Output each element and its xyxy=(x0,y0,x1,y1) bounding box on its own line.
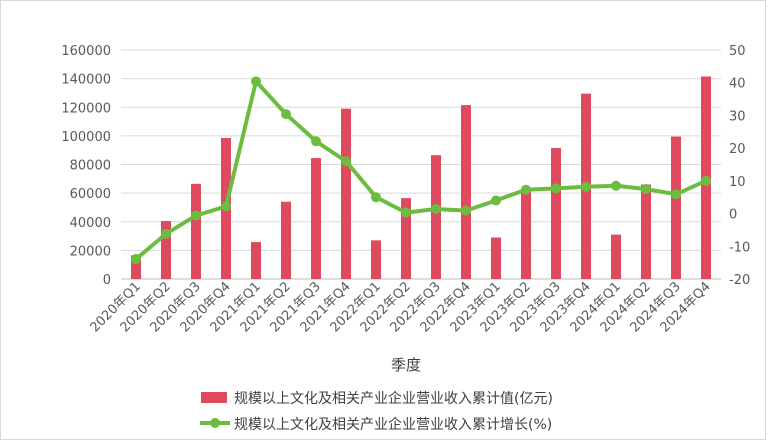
y-right-tick-label: 40 xyxy=(729,77,746,92)
y-right-tick-label: 50 xyxy=(729,44,746,59)
y-axis-left: 0 20000 40000 60000 80000 100000 120000 140000 1… xyxy=(61,44,111,288)
line-point xyxy=(461,205,471,216)
bar xyxy=(431,155,441,279)
y-right-tick-label: 20 xyxy=(729,142,746,157)
y-left-tick-label: 160000 xyxy=(61,44,111,59)
line-point xyxy=(341,156,351,167)
legend-bar-swatch xyxy=(201,392,227,403)
line-point xyxy=(581,181,591,192)
line-point xyxy=(281,109,291,120)
bar xyxy=(671,136,681,279)
legend: 规模以上文化及相关产业企业营业收入累计值(亿元) 规模以上文化及相关产业企业营业… xyxy=(200,390,553,433)
line-series xyxy=(131,76,711,265)
bar xyxy=(491,237,501,279)
line-point xyxy=(431,203,441,214)
line-point xyxy=(221,201,231,212)
line-point xyxy=(521,184,531,195)
bar xyxy=(641,184,651,279)
y-right-tick-label: 10 xyxy=(729,175,746,190)
y-axis-right: -20 -10 0 10 20 30 40 50 xyxy=(729,44,750,288)
x-axis: 2020年Q12020年Q22020年Q32020年Q42021年Q12021年… xyxy=(88,279,714,335)
y-left-tick-label: 20000 xyxy=(70,244,111,259)
line-point xyxy=(131,254,141,265)
bar xyxy=(341,108,351,280)
line-point xyxy=(401,207,411,218)
legend-bar-label: 规模以上文化及相关产业企业营业收入累计值(亿元) xyxy=(234,390,553,407)
bar xyxy=(311,158,321,279)
bar xyxy=(131,255,141,279)
bar xyxy=(551,148,561,279)
y-right-tick-label: -10 xyxy=(729,240,750,255)
legend-line-marker xyxy=(210,418,220,428)
y-left-tick-label: 0 xyxy=(103,273,111,288)
y-left-tick-label: 60000 xyxy=(70,187,111,202)
x-axis-title: 季度 xyxy=(391,356,421,374)
line-point xyxy=(671,189,681,200)
line-point xyxy=(701,175,711,186)
line-point xyxy=(641,184,651,195)
bar xyxy=(611,234,621,279)
y-right-tick-label: 0 xyxy=(729,208,737,223)
y-left-tick-label: 140000 xyxy=(61,73,111,88)
bar xyxy=(191,183,201,279)
bar xyxy=(401,198,411,279)
line-point xyxy=(371,192,381,203)
legend-line-label: 规模以上文化及相关产业企业营业收入累计增长(%) xyxy=(234,416,552,433)
line-point xyxy=(311,136,321,147)
y-left-tick-label: 40000 xyxy=(70,216,111,231)
bar xyxy=(521,188,531,279)
growth-line xyxy=(134,79,707,261)
bar xyxy=(461,105,471,280)
bar xyxy=(161,221,171,279)
y-right-tick-label: 30 xyxy=(729,109,746,124)
line-point xyxy=(161,228,171,239)
line-point xyxy=(551,183,561,194)
y-right-tick-label: -20 xyxy=(729,273,750,288)
line-point xyxy=(611,180,621,191)
bar xyxy=(251,242,261,279)
y-left-tick-label: 80000 xyxy=(70,159,111,174)
line-point xyxy=(191,210,201,221)
line-point xyxy=(491,195,501,206)
gridlines xyxy=(121,49,721,280)
bar xyxy=(281,201,291,279)
line-point xyxy=(251,76,261,87)
bar xyxy=(371,240,381,279)
y-left-tick-label: 120000 xyxy=(61,101,111,116)
y-left-tick-label: 100000 xyxy=(61,130,111,145)
